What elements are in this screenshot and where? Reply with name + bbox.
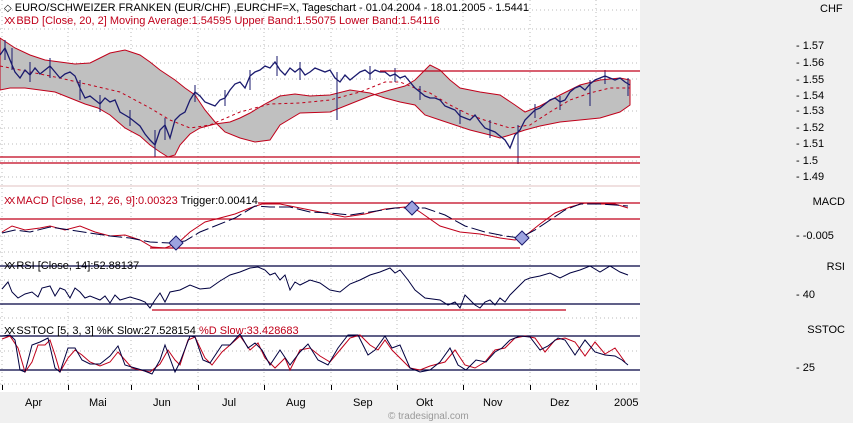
bbd-indicator-label[interactable]: XX BBD [Close, 20, 2] Moving Average:1.54…	[4, 15, 440, 28]
chart-title: ◇ EURO/SCHWEIZER FRANKEN (EUR/CHF) ,EURC…	[4, 2, 529, 15]
price-horizontal-lines	[0, 70, 640, 164]
watermark: © tradesignal.com	[388, 411, 469, 422]
remove-indicator-icon[interactable]: XX	[4, 16, 15, 27]
candle-wicks	[4, 40, 629, 164]
x-label-nov: Nov	[483, 397, 503, 409]
sstoc-k-text: SSTOC [5, 3, 3] %K Slow:27.528154	[16, 325, 196, 337]
macd-trigger-line	[1, 203, 629, 244]
rsi-indicator-label[interactable]: XX RSI [Close, 14]:52.88137	[4, 260, 139, 273]
y-tick: - 1.5	[796, 155, 819, 167]
chart-canvas	[0, 0, 640, 385]
y-tick: - 1.51	[796, 138, 825, 150]
y-tick: - 1.54	[796, 90, 825, 102]
sstoc-d-line	[1, 334, 626, 374]
rsi-line	[1, 265, 629, 309]
x-label-okt: Okt	[416, 397, 434, 409]
macd-label-text: MACD [Close, 12, 26, 9]:0.00323	[16, 195, 178, 207]
bbd-label-text: BBD [Close, 20, 2] Moving Average:1.5459…	[16, 15, 440, 27]
x-label-dez: Dez	[550, 397, 570, 409]
remove-indicator-icon[interactable]: XX	[4, 326, 15, 337]
x-label-mai: Mai	[89, 397, 107, 409]
currency-label: CHF	[820, 3, 843, 15]
title-text: EURO/SCHWEIZER FRANKEN (EUR/CHF) ,EURCHF…	[14, 2, 529, 14]
y-tick: - 1.49	[796, 171, 825, 183]
moving-average-line	[0, 65, 630, 129]
y-tick: - 1.52	[796, 122, 825, 134]
bollinger-band-fill	[0, 37, 631, 158]
x-label-jun: Jun	[153, 397, 171, 409]
sstoc-indicator-label[interactable]: XX SSTOC [5, 3, 3] %K Slow:27.528154 %D S…	[4, 325, 299, 338]
x-label-sep: Sep	[353, 397, 373, 409]
y-tick: - 1.57	[796, 40, 825, 52]
macd-horizontal-lines	[0, 202, 640, 249]
chart-plot-area: ◇ EURO/SCHWEIZER FRANKEN (EUR/CHF) ,EURC…	[0, 0, 640, 392]
y-tick: - 1.55	[796, 74, 825, 86]
x-label-jul: Jul	[222, 397, 237, 409]
sstoc-k-line	[1, 333, 629, 375]
x-label-2005: 2005	[614, 397, 639, 409]
x-label-aug: Aug	[286, 397, 306, 409]
remove-indicator-icon[interactable]: XX	[4, 261, 15, 272]
y-tick: - 40	[796, 289, 815, 301]
remove-indicator-icon[interactable]: XX	[4, 196, 15, 207]
sstoc-d-text: %D Slow:33.428683	[198, 325, 299, 337]
rsi-label-text: RSI [Close, 14]:52.88137	[16, 260, 140, 272]
y-tick: - 1.53	[796, 105, 825, 117]
rsi-panel-name: RSI	[826, 261, 845, 273]
x-label-apr: Apr	[25, 397, 43, 409]
rsi-horizontal-lines	[0, 265, 640, 305]
macd-panel-name: MACD	[812, 196, 845, 208]
macd-line	[1, 202, 629, 249]
sstoc-panel-name: SSTOC	[807, 324, 845, 336]
macd-indicator-label[interactable]: XX MACD [Close, 12, 26, 9]:0.00323 Trigge…	[4, 195, 258, 208]
macd-trigger-text: Trigger:0.00414	[180, 195, 258, 207]
diamond-icon: ◇	[4, 3, 12, 14]
macd-signal-diamonds	[168, 200, 530, 251]
sstoc-horizontal-lines	[0, 335, 640, 371]
y-tick: - 1.56	[796, 57, 825, 69]
y-tick: - 25	[796, 362, 815, 374]
y-tick: - -0.005	[796, 230, 834, 242]
price-candles-path	[0, 46, 631, 150]
